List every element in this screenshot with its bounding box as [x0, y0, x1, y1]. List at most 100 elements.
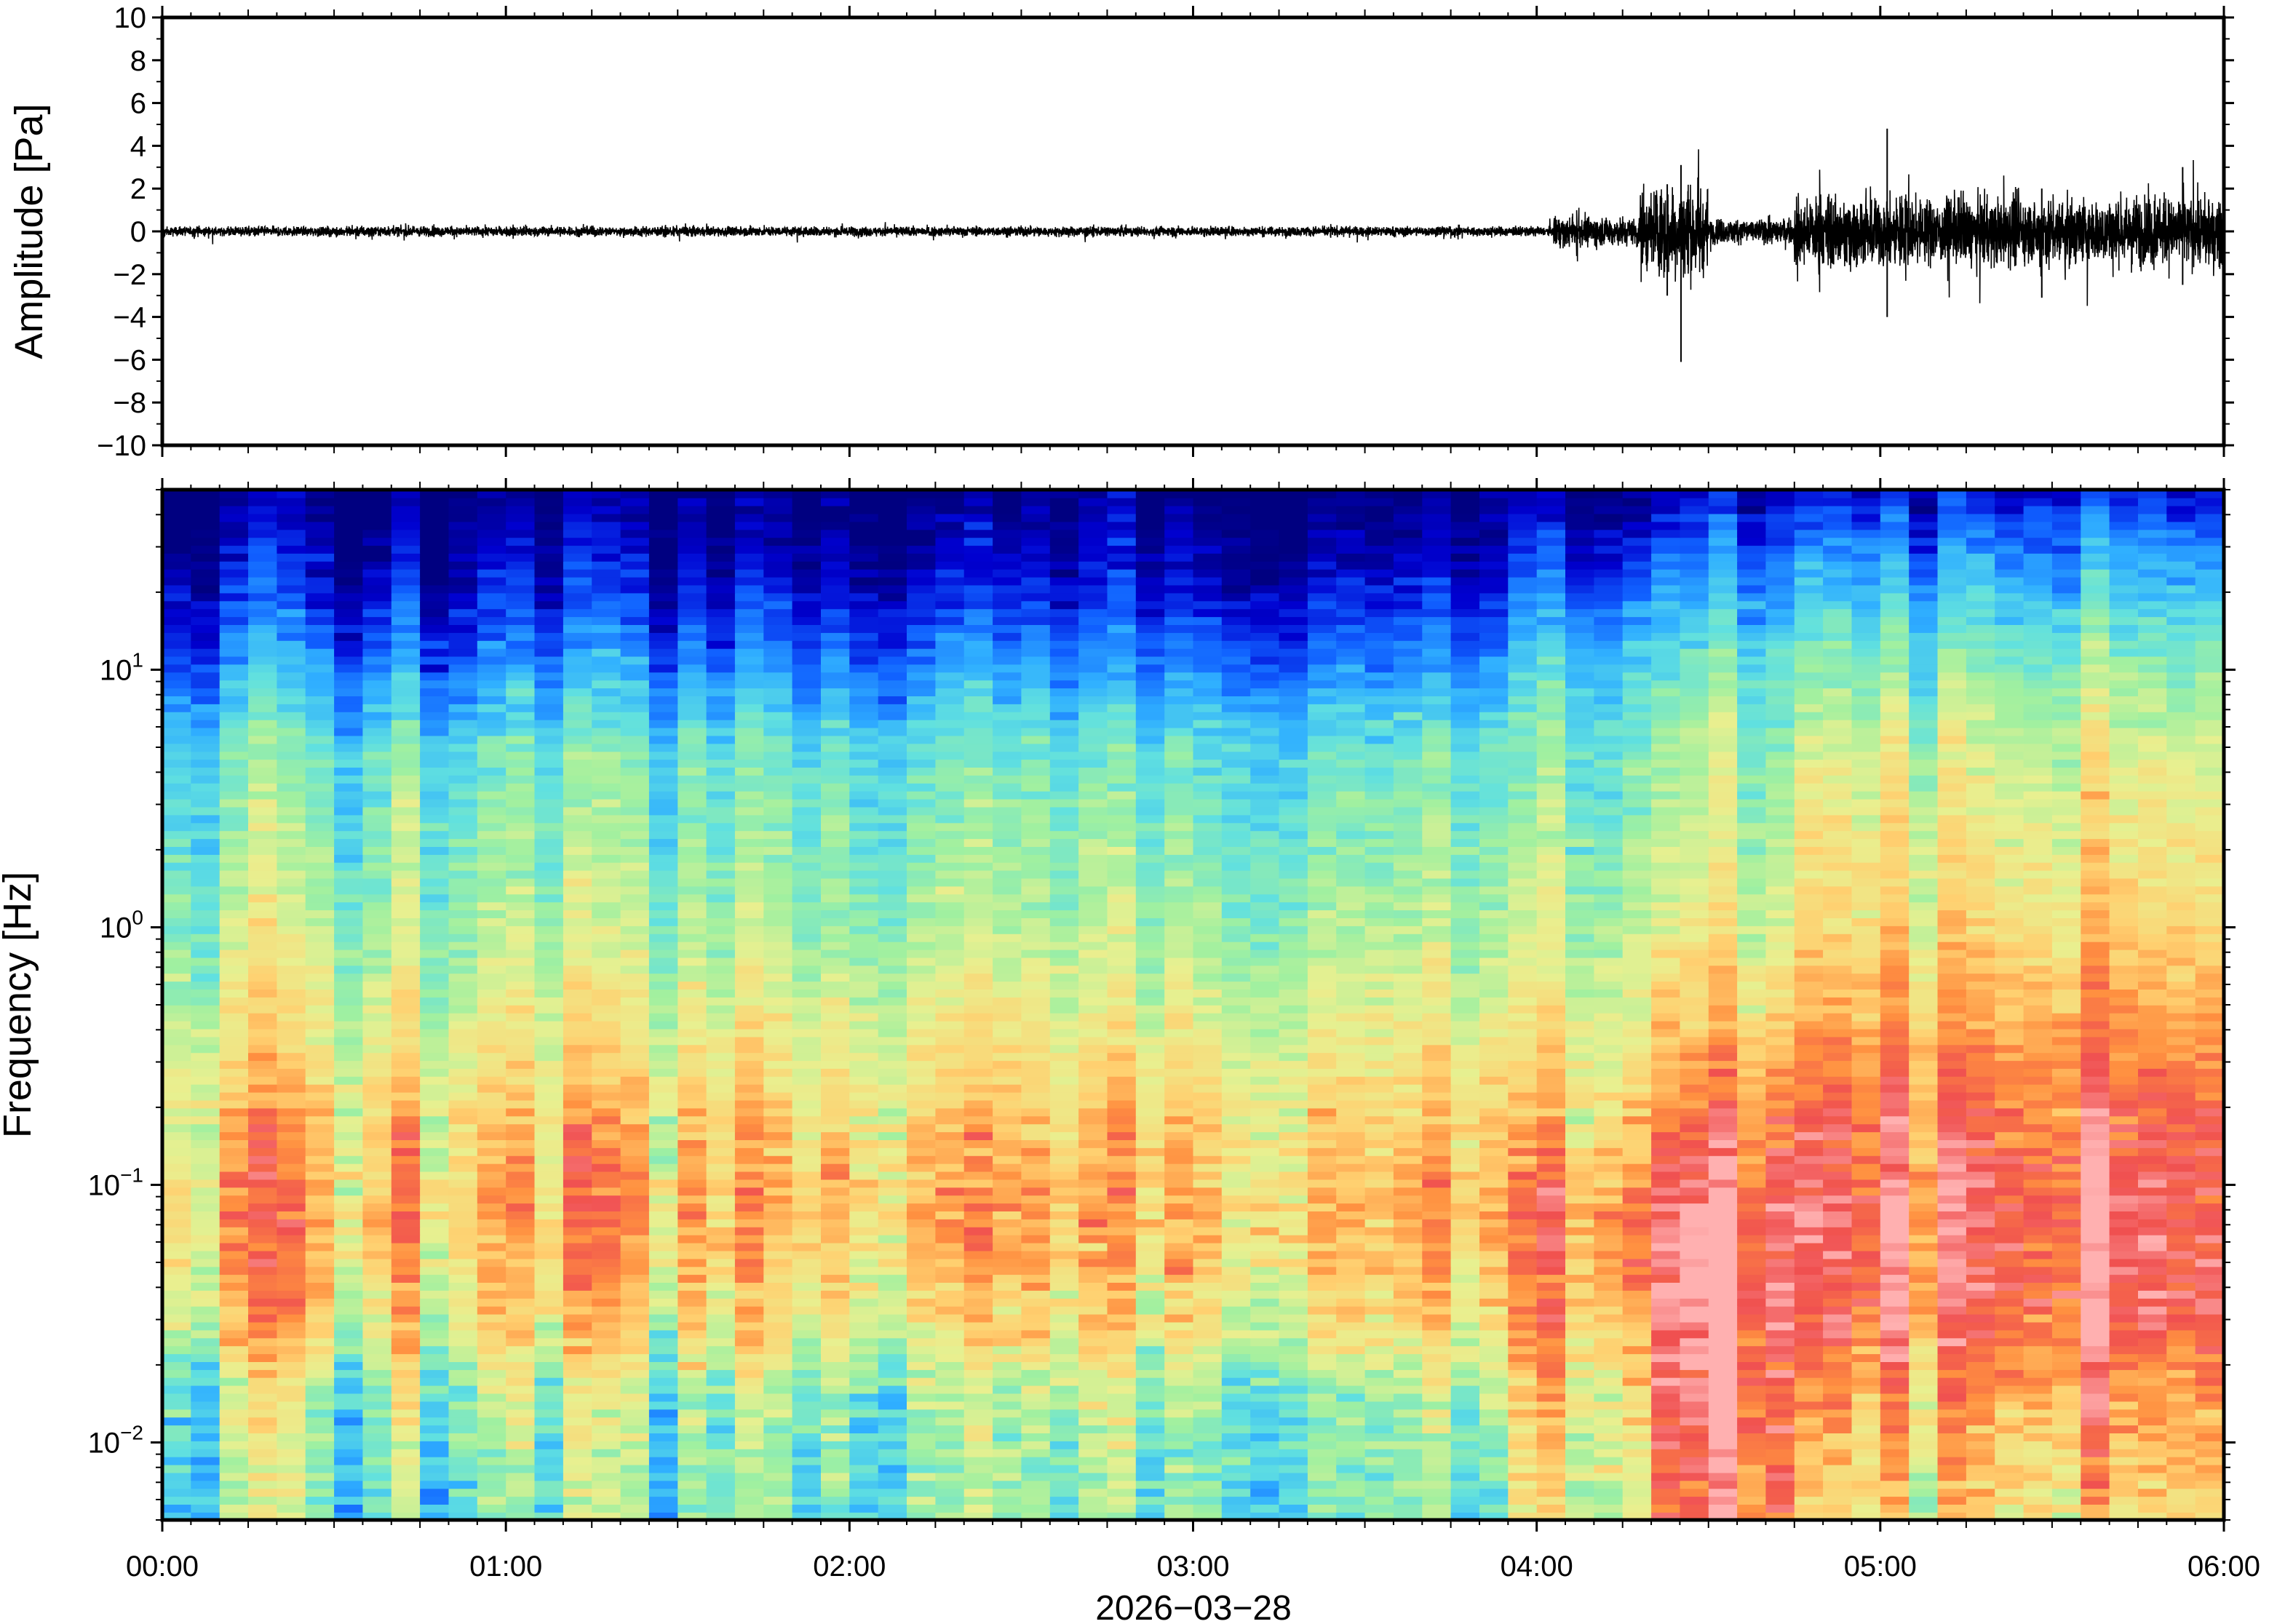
spectrogram-cell [2051, 1409, 2081, 1418]
spectrogram-cell [1794, 1219, 1824, 1227]
spectrogram-cell [420, 1123, 450, 1133]
spectrogram-cell [792, 989, 822, 998]
spectrogram-cell [420, 1163, 450, 1172]
spectrogram-cell [1307, 1433, 1337, 1441]
spectrogram-cell [592, 1211, 621, 1219]
spectrogram-cell [2138, 1369, 2168, 1378]
spectrogram-cell [1279, 1290, 1308, 1299]
spectrogram-cell [563, 1099, 592, 1109]
spectrogram-cell [592, 1377, 621, 1386]
spectrogram-cell [277, 1441, 306, 1449]
spectrogram-cell [219, 1203, 249, 1211]
spectrogram-cell [1937, 1203, 1967, 1211]
spectrogram-cell [563, 1464, 592, 1473]
spectrogram-cell [1422, 1369, 1452, 1378]
spectrogram-cell [821, 1187, 851, 1196]
spectrogram-cell [2138, 1345, 2168, 1355]
spectrogram-cell [1708, 1480, 1738, 1489]
spectrogram-cell [1307, 1242, 1337, 1251]
spectrogram-cell [1851, 1377, 1881, 1386]
spectrogram-cell [391, 1099, 421, 1109]
spectrogram-cell [1336, 1131, 1366, 1140]
spectrogram-cell [2023, 1377, 2053, 1386]
spectrogram-cell [1937, 1464, 1967, 1473]
spectrogram-cell [1823, 1171, 1853, 1180]
spectrogram-cell [907, 1385, 937, 1394]
spectrogram-cell [1135, 1250, 1165, 1259]
spectrogram-cell [362, 997, 392, 1006]
spectrogram-cell [1622, 1107, 1652, 1117]
spectrogram-cell [2081, 1401, 2110, 1410]
spectrogram-cell [1279, 1369, 1308, 1378]
spectrogram-cell [1279, 1163, 1308, 1172]
spectrogram-cell [334, 1258, 364, 1267]
spectrogram-cell [1107, 1203, 1137, 1211]
spectrogram-cell [1708, 1044, 1738, 1054]
spectrogram-cell [1393, 1219, 1423, 1227]
spectrogram-cell [734, 1464, 764, 1473]
spectrogram-cell [592, 1488, 621, 1497]
spectrogram-cell [534, 1385, 564, 1394]
spectrogram-cell [248, 1005, 278, 1014]
spectrogram-cell [963, 1242, 993, 1251]
spectrogram-cell [219, 1139, 249, 1148]
spectrogram-cell [1508, 1258, 1538, 1267]
spectrogram-cell [334, 1036, 364, 1046]
spectrogram-cell [534, 1115, 564, 1125]
spectrogram-cell [706, 1409, 736, 1418]
spectrogram-cell [1680, 1321, 1709, 1331]
spectrogram-cell [1508, 1393, 1538, 1402]
spectrogram-cell [592, 1353, 621, 1362]
spectrogram-cell [907, 1496, 937, 1505]
spectrogram-cell [191, 1012, 220, 1022]
spectrogram-cell [1737, 1155, 1767, 1164]
spectrogram-cell [792, 1076, 822, 1085]
spectrogram-cell [191, 1020, 220, 1030]
spectrogram-cell [1880, 1369, 1910, 1378]
spectrogram-cell [1135, 1425, 1165, 1433]
spectrogram-cell [2138, 1464, 2168, 1473]
spectrogram-cell [1422, 1258, 1452, 1267]
spectrogram-cell [1765, 1091, 1795, 1101]
spectrogram-cell [391, 1107, 421, 1117]
spectrogram-cell [677, 1044, 707, 1054]
spectrogram-cell [391, 1345, 421, 1355]
spectrogram-cell [420, 1012, 450, 1022]
spectrogram-cell [1594, 1401, 1624, 1410]
spectrogram-cell [2081, 1028, 2110, 1038]
spectrogram-cell [1508, 1298, 1538, 1307]
spectrogram-cell [878, 1329, 907, 1339]
spectrogram-cell [907, 1480, 937, 1489]
spectrogram-cell [448, 1337, 478, 1347]
spectrogram-cell [1393, 1005, 1423, 1014]
spectrogram-cell [1708, 1211, 1738, 1219]
spectrogram-cell [792, 1147, 822, 1156]
spectrogram-cell [2051, 1083, 2081, 1093]
spectrogram-cell [1393, 1171, 1423, 1180]
spectrogram-cell [2081, 1250, 2110, 1259]
spectrogram-cell [620, 1345, 650, 1355]
spectrogram-cell [1135, 1282, 1165, 1291]
spectrogram-cell [1565, 997, 1595, 1006]
spectrogram-cell [1737, 997, 1767, 1006]
spectrogram-cell [477, 1115, 506, 1125]
spectrogram-cell [763, 1131, 793, 1140]
spectrogram-cell [563, 1369, 592, 1378]
spectrogram-cell [1622, 997, 1652, 1006]
spectrogram-cell [1135, 1456, 1165, 1465]
spectrogram-cell [1107, 1266, 1137, 1275]
spectrogram-cell [1450, 1123, 1480, 1133]
spectrogram-cell [1536, 1409, 1566, 1418]
spectrogram-cell [1708, 1409, 1738, 1418]
spectrogram-cell [1422, 1305, 1452, 1315]
spectrogram-cell [1737, 1266, 1767, 1275]
spectrogram-cell [2166, 1472, 2196, 1481]
spectrogram-cell [391, 1425, 421, 1433]
spectrogram-cell [1708, 1131, 1738, 1140]
spectrogram-cell [1765, 1131, 1795, 1140]
spectrogram-cell [1422, 997, 1452, 1006]
spectrogram-cell [849, 1155, 879, 1164]
spectrogram-cell [1508, 1155, 1538, 1164]
spectrogram-cell [2051, 1139, 2081, 1148]
spectrogram-cell [420, 1068, 450, 1077]
